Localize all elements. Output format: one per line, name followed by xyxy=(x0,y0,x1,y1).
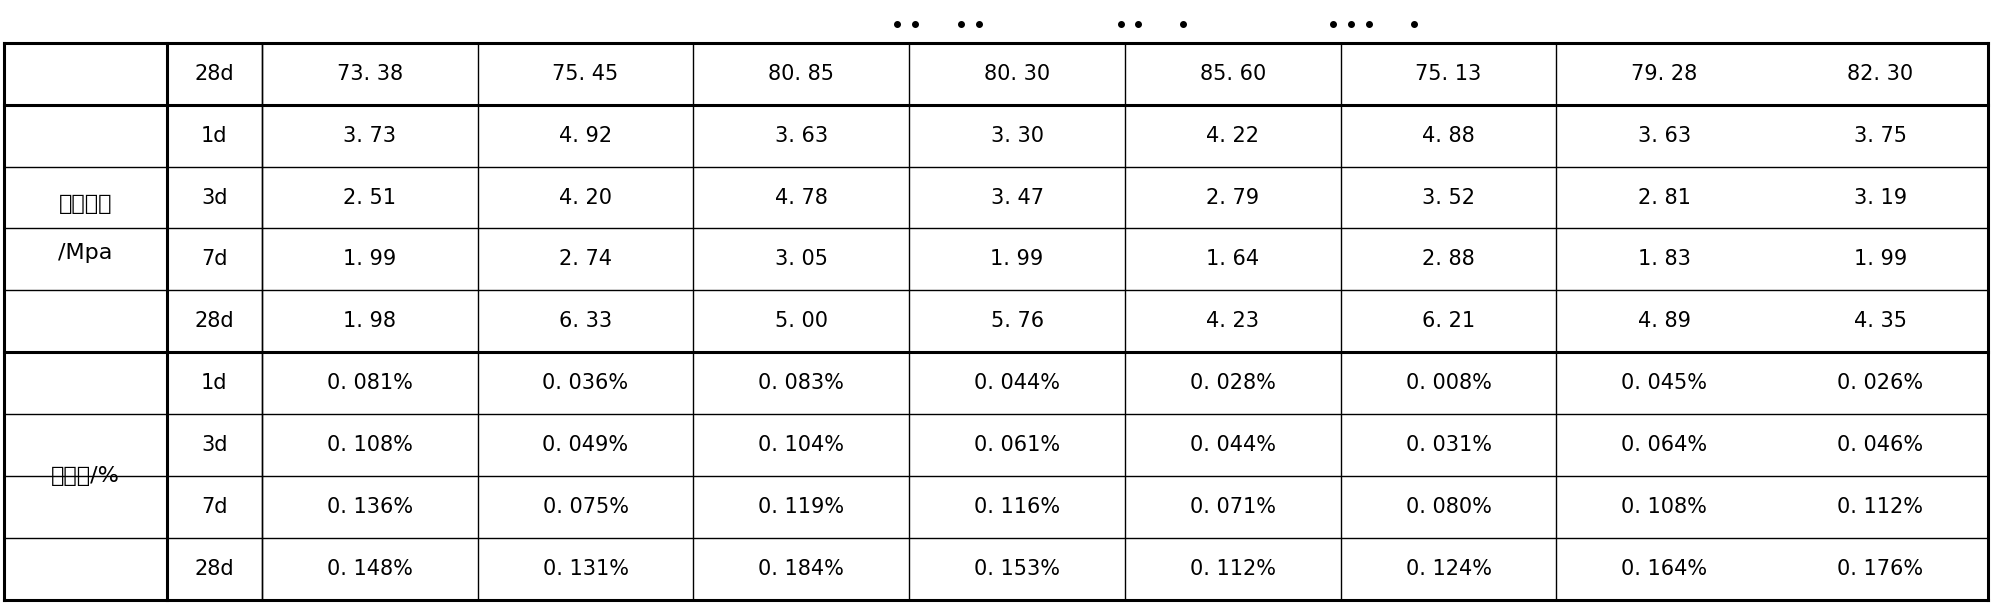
Text: 0. 044%: 0. 044% xyxy=(974,373,1060,393)
Text: 0. 081%: 0. 081% xyxy=(327,373,412,393)
Text: 2. 81: 2. 81 xyxy=(1637,187,1691,207)
Text: 3. 52: 3. 52 xyxy=(1422,187,1476,207)
Text: 5. 76: 5. 76 xyxy=(990,312,1044,331)
Text: 4. 88: 4. 88 xyxy=(1422,125,1474,146)
Text: 28d: 28d xyxy=(195,312,235,331)
Text: 3. 73: 3. 73 xyxy=(343,125,396,146)
Text: 0. 136%: 0. 136% xyxy=(327,497,412,517)
Text: 1. 99: 1. 99 xyxy=(343,250,396,269)
Text: 73. 38: 73. 38 xyxy=(337,64,402,84)
Text: 3d: 3d xyxy=(201,435,227,455)
Text: 0. 108%: 0. 108% xyxy=(327,435,412,455)
Text: 3d: 3d xyxy=(201,187,227,207)
Text: 1. 99: 1. 99 xyxy=(1853,250,1906,269)
Text: 7d: 7d xyxy=(201,250,227,269)
Text: 0. 026%: 0. 026% xyxy=(1837,373,1922,393)
Text: 2. 74: 2. 74 xyxy=(560,250,612,269)
Text: 75. 13: 75. 13 xyxy=(1416,64,1482,84)
Text: 3. 63: 3. 63 xyxy=(775,125,829,146)
Text: 4. 23: 4. 23 xyxy=(1207,312,1259,331)
Text: 3. 75: 3. 75 xyxy=(1855,125,1906,146)
Text: 收缩率/%: 收缩率/% xyxy=(52,466,120,486)
Text: 0. 028%: 0. 028% xyxy=(1189,373,1275,393)
Text: 0. 061%: 0. 061% xyxy=(974,435,1060,455)
Text: 0. 046%: 0. 046% xyxy=(1837,435,1922,455)
Text: 4. 35: 4. 35 xyxy=(1855,312,1906,331)
Text: 0. 036%: 0. 036% xyxy=(542,373,629,393)
Text: 0. 083%: 0. 083% xyxy=(759,373,845,393)
Text: 0. 153%: 0. 153% xyxy=(974,559,1060,579)
Text: 0. 044%: 0. 044% xyxy=(1189,435,1275,455)
Text: 0. 116%: 0. 116% xyxy=(974,497,1060,517)
Text: 1. 64: 1. 64 xyxy=(1207,250,1259,269)
Text: 4. 92: 4. 92 xyxy=(560,125,612,146)
Text: 6. 33: 6. 33 xyxy=(560,312,612,331)
Text: 0. 071%: 0. 071% xyxy=(1189,497,1275,517)
Text: 0. 104%: 0. 104% xyxy=(759,435,845,455)
Text: 75. 45: 75. 45 xyxy=(552,64,620,84)
Text: /Mpa: /Mpa xyxy=(58,243,112,263)
Text: 0. 176%: 0. 176% xyxy=(1837,559,1922,579)
Text: 2. 51: 2. 51 xyxy=(343,187,396,207)
Text: 3. 30: 3. 30 xyxy=(990,125,1044,146)
Text: 0. 075%: 0. 075% xyxy=(542,497,629,517)
Text: 0. 045%: 0. 045% xyxy=(1621,373,1707,393)
Text: 4. 89: 4. 89 xyxy=(1637,312,1691,331)
Text: 80. 85: 80. 85 xyxy=(769,64,835,84)
Text: 0. 164%: 0. 164% xyxy=(1621,559,1707,579)
Text: 0. 031%: 0. 031% xyxy=(1406,435,1492,455)
Text: 4. 22: 4. 22 xyxy=(1207,125,1259,146)
Text: 1d: 1d xyxy=(201,373,227,393)
Text: 28d: 28d xyxy=(195,64,235,84)
Text: 2. 79: 2. 79 xyxy=(1207,187,1259,207)
Text: 1. 99: 1. 99 xyxy=(990,250,1044,269)
Text: 3. 63: 3. 63 xyxy=(1637,125,1691,146)
Text: 82. 30: 82. 30 xyxy=(1847,64,1912,84)
Text: 80. 30: 80. 30 xyxy=(984,64,1050,84)
Text: 0. 131%: 0. 131% xyxy=(542,559,629,579)
Text: 抗折强度: 抗折强度 xyxy=(58,194,112,214)
Text: 1. 83: 1. 83 xyxy=(1637,250,1691,269)
Text: 28d: 28d xyxy=(195,559,235,579)
Text: 0. 112%: 0. 112% xyxy=(1837,497,1922,517)
Text: 6. 21: 6. 21 xyxy=(1422,312,1476,331)
Text: 0. 148%: 0. 148% xyxy=(327,559,412,579)
Text: 5. 00: 5. 00 xyxy=(775,312,829,331)
Text: 0. 008%: 0. 008% xyxy=(1406,373,1492,393)
Text: 79. 28: 79. 28 xyxy=(1631,64,1697,84)
Text: 0. 064%: 0. 064% xyxy=(1621,435,1707,455)
Text: 0. 124%: 0. 124% xyxy=(1406,559,1492,579)
Text: 4. 78: 4. 78 xyxy=(775,187,829,207)
Text: 2. 88: 2. 88 xyxy=(1422,250,1474,269)
Text: 4. 20: 4. 20 xyxy=(560,187,612,207)
Text: 0. 112%: 0. 112% xyxy=(1189,559,1275,579)
Text: 7d: 7d xyxy=(201,497,227,517)
Text: 3. 19: 3. 19 xyxy=(1855,187,1906,207)
Text: 3. 47: 3. 47 xyxy=(990,187,1044,207)
Text: 1. 98: 1. 98 xyxy=(343,312,396,331)
Text: 3. 05: 3. 05 xyxy=(775,250,829,269)
Text: 0. 080%: 0. 080% xyxy=(1406,497,1492,517)
Text: 0. 184%: 0. 184% xyxy=(759,559,845,579)
Text: 85. 60: 85. 60 xyxy=(1199,64,1267,84)
Text: 1d: 1d xyxy=(201,125,227,146)
Text: 0. 049%: 0. 049% xyxy=(542,435,629,455)
Text: 0. 119%: 0. 119% xyxy=(759,497,845,517)
Text: 0. 108%: 0. 108% xyxy=(1621,497,1707,517)
